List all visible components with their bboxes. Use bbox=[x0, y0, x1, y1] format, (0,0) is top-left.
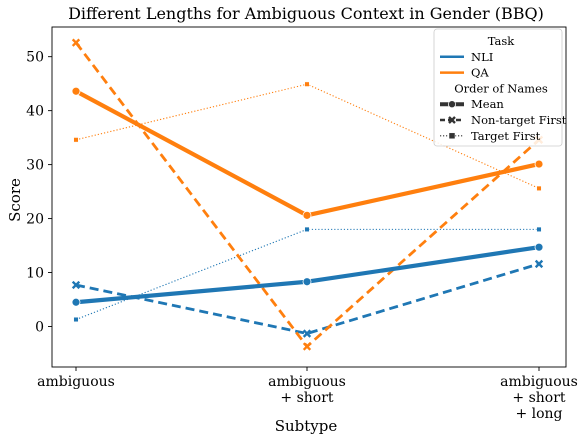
legend-entry-label: Mean bbox=[471, 97, 504, 111]
y-axis-label: Score bbox=[6, 178, 24, 222]
y-tick-label: 50 bbox=[26, 50, 44, 66]
data-point bbox=[302, 342, 312, 351]
y-tick-label: 0 bbox=[35, 320, 44, 336]
series-qa-mean bbox=[71, 86, 544, 220]
chart-title: Different Lengths for Ambiguous Context … bbox=[68, 4, 544, 23]
x-tick-label: + short bbox=[512, 390, 566, 406]
series-line bbox=[75, 262, 540, 335]
y-tick-label: 30 bbox=[26, 158, 44, 174]
legend-entry-label: NLI bbox=[471, 50, 493, 64]
data-point bbox=[71, 280, 81, 290]
data-point bbox=[302, 210, 312, 220]
x-tick-label: ambiguous bbox=[268, 374, 346, 390]
x-tick-label: + short bbox=[280, 390, 334, 406]
series-nli-non-target-first bbox=[71, 259, 544, 338]
data-point bbox=[302, 329, 312, 338]
legend-title: Order of Names bbox=[454, 81, 548, 95]
data-point bbox=[304, 226, 310, 232]
x-axis-label: Subtype bbox=[275, 417, 338, 435]
series-qa-target-first bbox=[73, 81, 542, 191]
x-marker-stroke bbox=[71, 38, 81, 47]
legend-entry-label: Target First bbox=[471, 129, 541, 143]
y-axis: 0 10 20 30 40 50 bbox=[26, 50, 52, 336]
legend-title: Task bbox=[488, 34, 516, 48]
x-marker-stroke bbox=[71, 280, 81, 290]
legend-box bbox=[433, 28, 563, 147]
data-point bbox=[73, 137, 79, 143]
legend-marker bbox=[448, 132, 456, 140]
series-line bbox=[75, 228, 539, 321]
data-point bbox=[71, 297, 81, 307]
legend-marker bbox=[448, 116, 456, 124]
y-tick-label: 10 bbox=[26, 266, 44, 282]
x-tick-label: ambiguous bbox=[37, 374, 115, 390]
y-tick-label: 40 bbox=[26, 104, 44, 120]
data-point bbox=[534, 259, 544, 269]
data-point bbox=[71, 86, 81, 96]
series-nli-target-first bbox=[73, 226, 542, 323]
series-line bbox=[75, 245, 540, 305]
x-tick-label: + long bbox=[515, 406, 562, 422]
y-tick-label: 20 bbox=[26, 212, 44, 228]
x-marker-stroke bbox=[302, 329, 312, 338]
data-point bbox=[302, 277, 312, 287]
legend-entry-label: QA bbox=[471, 66, 489, 80]
data-point bbox=[304, 81, 310, 87]
plot-frame bbox=[51, 26, 567, 368]
legend-entry-label: Non-target First bbox=[471, 113, 567, 127]
plot-area bbox=[51, 26, 567, 368]
legend-marker bbox=[447, 100, 456, 109]
data-point bbox=[71, 38, 81, 47]
data-point bbox=[536, 185, 542, 191]
x-marker-stroke bbox=[302, 342, 312, 351]
x-tick-label: ambiguous bbox=[500, 374, 578, 390]
data-point bbox=[534, 242, 544, 252]
data-point bbox=[73, 316, 79, 323]
series-nli-mean bbox=[71, 242, 544, 307]
data-point bbox=[536, 226, 542, 232]
x-marker-stroke bbox=[534, 259, 544, 269]
x-marker-stroke bbox=[448, 116, 456, 124]
data-point bbox=[534, 159, 544, 169]
